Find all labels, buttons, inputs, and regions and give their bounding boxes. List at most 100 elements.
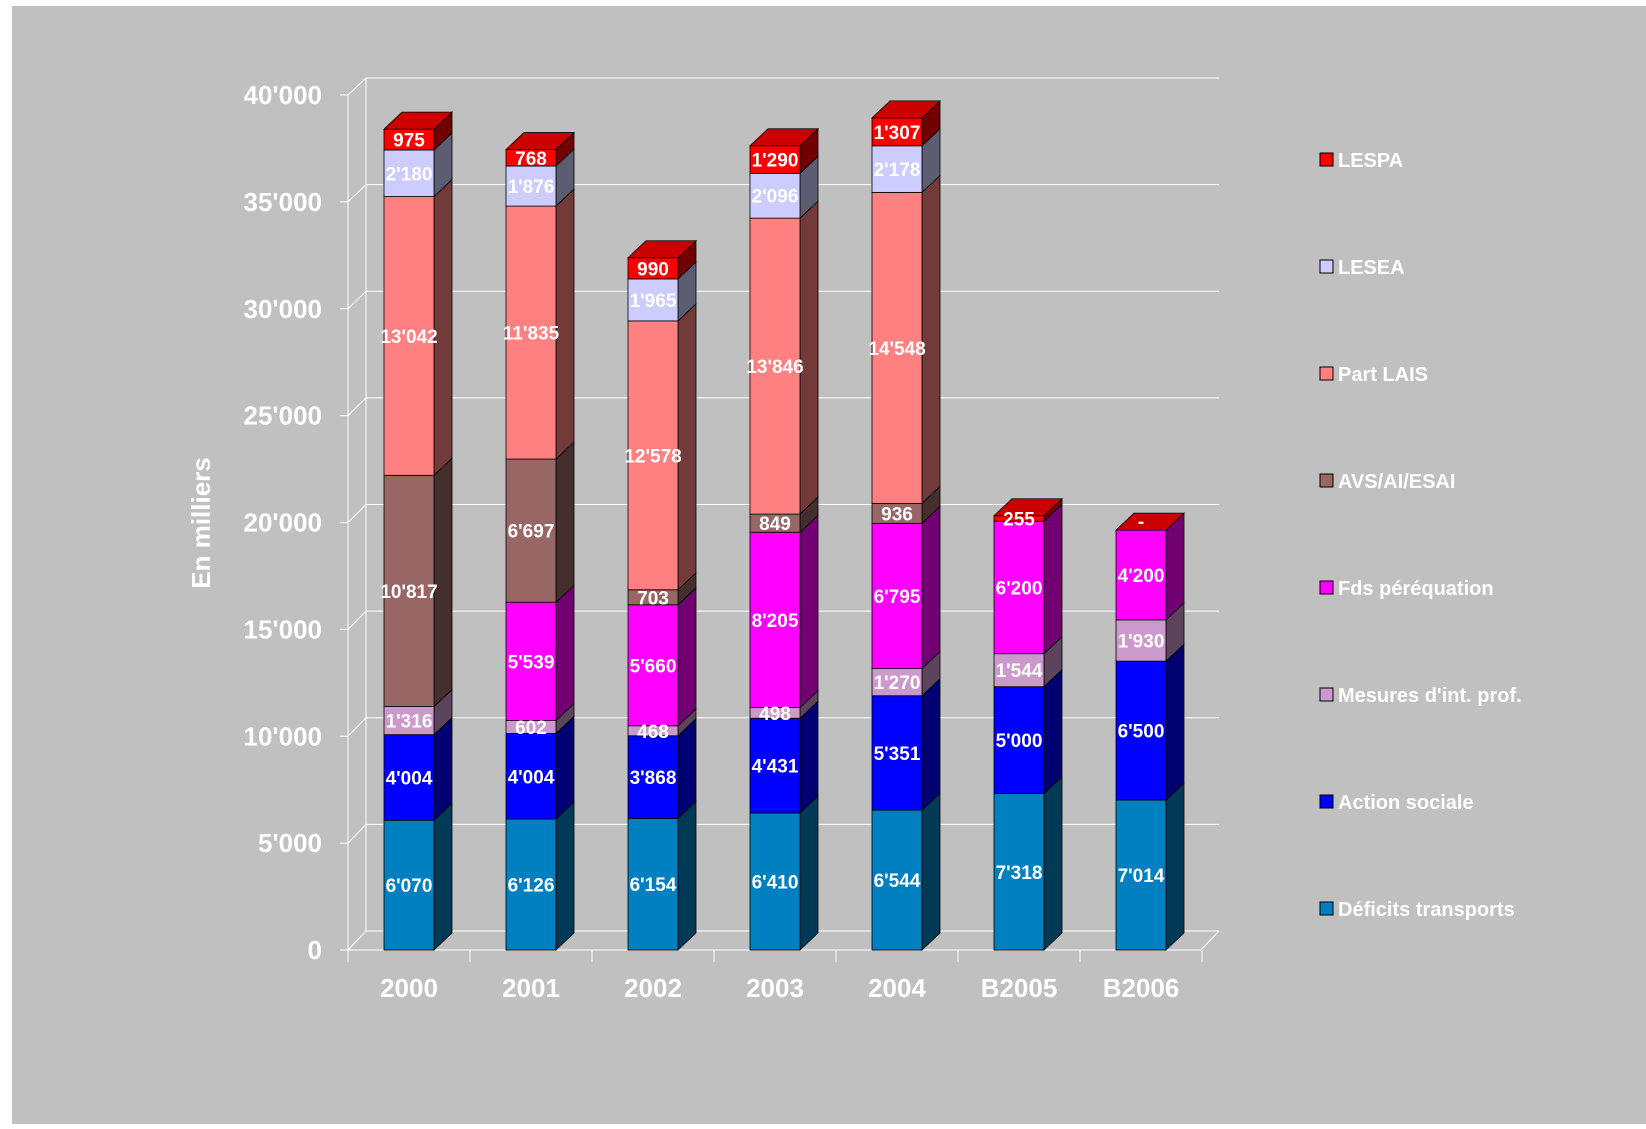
- x-tick-label-2001: 2001: [502, 973, 560, 1003]
- gridline-depth: [347, 824, 367, 844]
- bar-side-action-sociale: [1165, 643, 1185, 802]
- bar-side-fds-perequation: [921, 505, 941, 670]
- gridline-depth: [347, 184, 367, 203]
- data-label-mesures-d-int-prof: 1'270: [874, 673, 921, 694]
- bar-lesea: [383, 149, 435, 197]
- data-label-deficits-transports: 7'014: [1118, 866, 1165, 887]
- y-tick-label: 30'000: [244, 294, 322, 324]
- data-label-part-lais: 11'835: [503, 324, 560, 345]
- y-tick-label: 15'000: [244, 614, 322, 644]
- data-label-action-sociale: 5'000: [996, 731, 1043, 752]
- bar-side-fds-perequation: [799, 514, 819, 709]
- legend-swatch-mesures-d-int-prof: [1319, 687, 1334, 702]
- bar-side-deficits-transports: [921, 792, 941, 951]
- bar-side-action-sociale: [1043, 668, 1063, 795]
- data-label-fds-perequation: 4'200: [1118, 566, 1165, 587]
- legend-label-lespa: LESPA: [1338, 150, 1403, 172]
- axis-layer: 0 5'000 10'000 15'000 20'000 25'000 30'000 35'0…: [244, 80, 1220, 1003]
- data-label-lesea: 2'096: [752, 187, 799, 208]
- data-label-avs-ai-esai: 10'817: [380, 582, 437, 603]
- data-label-avs-ai-esai: 703: [637, 588, 669, 609]
- bar-part-lais: [383, 196, 435, 476]
- y-tick-label: 20'000: [244, 508, 322, 538]
- data-label-action-sociale: 4'004: [386, 768, 433, 789]
- bar-side-deficits-transports: [555, 801, 575, 951]
- bar-fds-perequation: [749, 531, 801, 709]
- data-label-action-sociale: 4'004: [508, 767, 555, 788]
- bar-side-fds-perequation: [555, 584, 575, 722]
- bar-side-deficits-transports: [1165, 782, 1185, 951]
- legend: LESPA LESEA Part LAIS AVS/AI/ESAI Fds péréqu…: [1319, 150, 1522, 921]
- bar-side-deficits-transports: [433, 802, 453, 951]
- gridline-depth: [347, 717, 367, 737]
- bar-fds-perequation: [627, 604, 679, 727]
- bar-deficits-transports: [871, 809, 923, 951]
- bar-avs-ai-esai: [505, 458, 557, 603]
- data-label-mesures-d-int-prof: 1'930: [1118, 632, 1165, 653]
- bar-top-lespa: [1114, 512, 1186, 531]
- x-tick-label-2002: 2002: [624, 973, 682, 1003]
- data-label-avs-ai-esai: 849: [759, 514, 791, 535]
- legend-swatch-part-lais: [1319, 366, 1334, 381]
- legend-swatch-lesea: [1319, 259, 1334, 274]
- bar-top-lespa: [382, 111, 454, 130]
- bar-top-lespa: [748, 128, 820, 147]
- data-label-part-lais: 13'042: [380, 327, 437, 348]
- x-tick-label-2004: 2004: [868, 973, 926, 1003]
- bar-action-sociale: [627, 735, 679, 819]
- data-label-lespa: -: [1138, 512, 1144, 533]
- y-tick-label: 35'000: [244, 187, 322, 217]
- bar-side-action-sociale: [921, 677, 941, 812]
- bar-mesures-d-int-prof: [383, 706, 435, 736]
- data-label-action-sociale: 5'351: [874, 744, 921, 765]
- bar-fds-perequation: [993, 520, 1045, 655]
- bar-mesures-d-int-prof: [871, 668, 923, 697]
- data-label-part-lais: 13'846: [746, 357, 803, 378]
- data-label-mesures-d-int-prof: 602: [515, 718, 547, 739]
- bar-side-fds-perequation: [1043, 503, 1063, 655]
- gridline-depth: [347, 290, 367, 310]
- bar-deficits-transports: [627, 818, 679, 951]
- bar-action-sociale: [749, 717, 801, 814]
- legend-label-action-sociale: Action sociale: [1338, 792, 1474, 814]
- bar-action-sociale: [871, 695, 923, 811]
- bar-side-fds-perequation: [677, 586, 697, 727]
- bar-deficits-transports: [749, 812, 801, 951]
- data-label-action-sociale: 6'500: [1118, 722, 1165, 743]
- bar-side-action-sociale: [799, 700, 819, 814]
- bar-mesures-d-int-prof: [993, 653, 1045, 688]
- bar-avs-ai-esai: [383, 474, 435, 707]
- data-label-action-sociale: 3'868: [630, 768, 677, 789]
- bar-part-lais: [505, 205, 557, 460]
- y-axis-label: En milliers: [186, 457, 216, 589]
- bar-fds-perequation: [871, 522, 923, 669]
- gridline-depth: [347, 397, 367, 416]
- data-label-deficits-transports: 7'318: [996, 863, 1043, 884]
- x-axis-depth: [1200, 930, 1220, 951]
- bar-part-lais: [871, 191, 923, 504]
- bar-action-sociale: [383, 734, 435, 821]
- data-label-deficits-transports: 6'154: [630, 875, 677, 896]
- bar-side-action-sociale: [555, 715, 575, 820]
- y-tick-label: 0: [308, 935, 322, 965]
- data-label-action-sociale: 4'431: [752, 757, 799, 778]
- bar-side-avs-ai-esai: [555, 441, 575, 604]
- data-label-avs-ai-esai: 6'697: [508, 522, 555, 543]
- x-tick-label-2000: 2000: [380, 973, 438, 1003]
- data-label-lespa: 1'290: [752, 151, 799, 172]
- legend-swatch-avs-ai-esai: [1319, 473, 1334, 488]
- legend-label-mesures-d-int-prof: Mesures d'int. prof.: [1338, 685, 1522, 707]
- bar-side-action-sociale: [433, 716, 453, 822]
- data-label-deficits-transports: 6'544: [874, 871, 921, 892]
- data-label-lespa: 255: [1003, 509, 1035, 530]
- data-label-lespa: 768: [515, 149, 547, 170]
- bar-lespa: [871, 117, 923, 147]
- bar-lespa: [749, 145, 801, 174]
- bar-action-sociale: [505, 733, 557, 820]
- bar-top-lespa: [992, 498, 1064, 517]
- y-tick-label: 25'000: [244, 401, 322, 431]
- x-tick-label-2003: 2003: [746, 973, 804, 1003]
- legend-swatch-deficits-transports: [1319, 901, 1334, 916]
- data-label-mesures-d-int-prof: 498: [759, 704, 791, 725]
- bar-layer: [382, 99, 1186, 951]
